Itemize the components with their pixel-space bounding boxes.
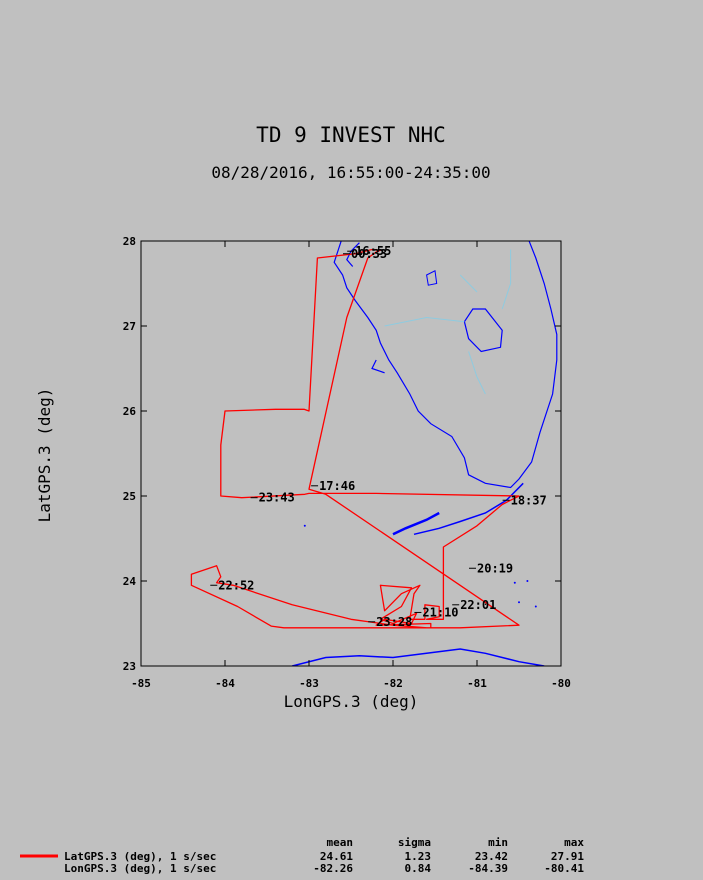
legend-label-0: LatGPS.3 (deg), 1 s/sec: [64, 850, 216, 863]
coastline-2: [371, 359, 385, 374]
axes: -85 -84 -83 -82 -81 -80 23 24 25 26 27 28: [123, 235, 571, 690]
y-tick-label-4: 27: [123, 320, 136, 333]
stats-value-0-2: 23.42: [475, 850, 508, 863]
stats-value-0-1: 1.23: [405, 850, 432, 863]
x-tick-label-2: -83: [299, 677, 319, 690]
stats-value-1-1: 0.84: [405, 862, 432, 875]
stats-value-1-2: -84.39: [468, 862, 508, 875]
county-line-3: [459, 274, 478, 293]
x-tick-label-3: -82: [383, 677, 403, 690]
island-dot-1: [526, 580, 529, 582]
y-tick-label-3: 26: [123, 405, 137, 418]
coastline-map: [292, 241, 558, 666]
annotation-label-7: 23:28: [376, 615, 412, 629]
plot-frame: [140, 240, 562, 667]
y-tick-label-2: 25: [123, 490, 136, 503]
island-dot-0: [513, 581, 516, 584]
legend-label-1: LonGPS.3 (deg), 1 s/sec: [64, 862, 216, 875]
lake-okeechobee: [463, 308, 503, 353]
annotation-label-3: 18:37: [511, 493, 547, 507]
y-tick-label-0: 23: [123, 660, 136, 673]
stats-header-max: max: [564, 836, 584, 849]
stats-table: mean sigma min max LatGPS.3 (deg), 1 s/sec 24…: [20, 836, 584, 875]
coastline-0: [333, 241, 558, 489]
annotation-label-5: 22:01: [460, 598, 496, 612]
annotation-label-8: 22:52: [218, 578, 254, 592]
annotation-label-4: 20:19: [477, 561, 513, 575]
x-tick-label-5: -80: [551, 677, 571, 690]
island-dot-4: [303, 524, 306, 527]
stats-value-0-0: 24.61: [320, 850, 353, 863]
annotation-label-9: 23:43: [259, 491, 295, 505]
stats-value-0-3: 27.91: [551, 850, 584, 863]
keys-island: [392, 511, 440, 536]
stats-value-1-0: -82.26: [313, 862, 353, 875]
county-line-1: [468, 351, 486, 395]
series-track-line: [190, 248, 520, 629]
stats-header-sigma: sigma: [398, 836, 431, 849]
y-tick-label-1: 24: [123, 575, 137, 588]
coastline-1: [346, 242, 360, 267]
chart-subtitle: 08/28/2016, 16:55:00-24:35:00: [211, 163, 490, 182]
stats-header-min: min: [488, 836, 508, 849]
chart-title: TD 9 INVEST NHC: [256, 123, 446, 147]
x-tick-label-1: -84: [215, 677, 235, 690]
lake-small-1: [426, 270, 438, 286]
y-tick-label-5: 28: [123, 235, 136, 248]
annotation-label-2: 17:46: [319, 479, 355, 493]
cuba-coast: [292, 648, 545, 666]
x-axis-label: LonGPS.3 (deg): [284, 692, 419, 711]
florida-keys: [413, 482, 524, 536]
annotation-label-1: 00:33: [351, 247, 387, 261]
stats-header-mean: mean: [327, 836, 354, 849]
x-tick-label-0: -85: [131, 677, 151, 690]
stats-value-1-3: -80.41: [544, 862, 584, 875]
county-line-0: [384, 316, 465, 327]
x-tick-label-4: -81: [467, 677, 487, 690]
flight-track: [190, 248, 520, 629]
island-dot-2: [518, 601, 520, 604]
annotation-label-6: 21:10: [422, 605, 458, 619]
y-axis-label: LatGPS.3 (deg): [35, 388, 54, 523]
island-dot-3: [534, 605, 537, 608]
annotation-label-0: 16:55: [355, 244, 391, 258]
county-line-2: [501, 249, 512, 310]
